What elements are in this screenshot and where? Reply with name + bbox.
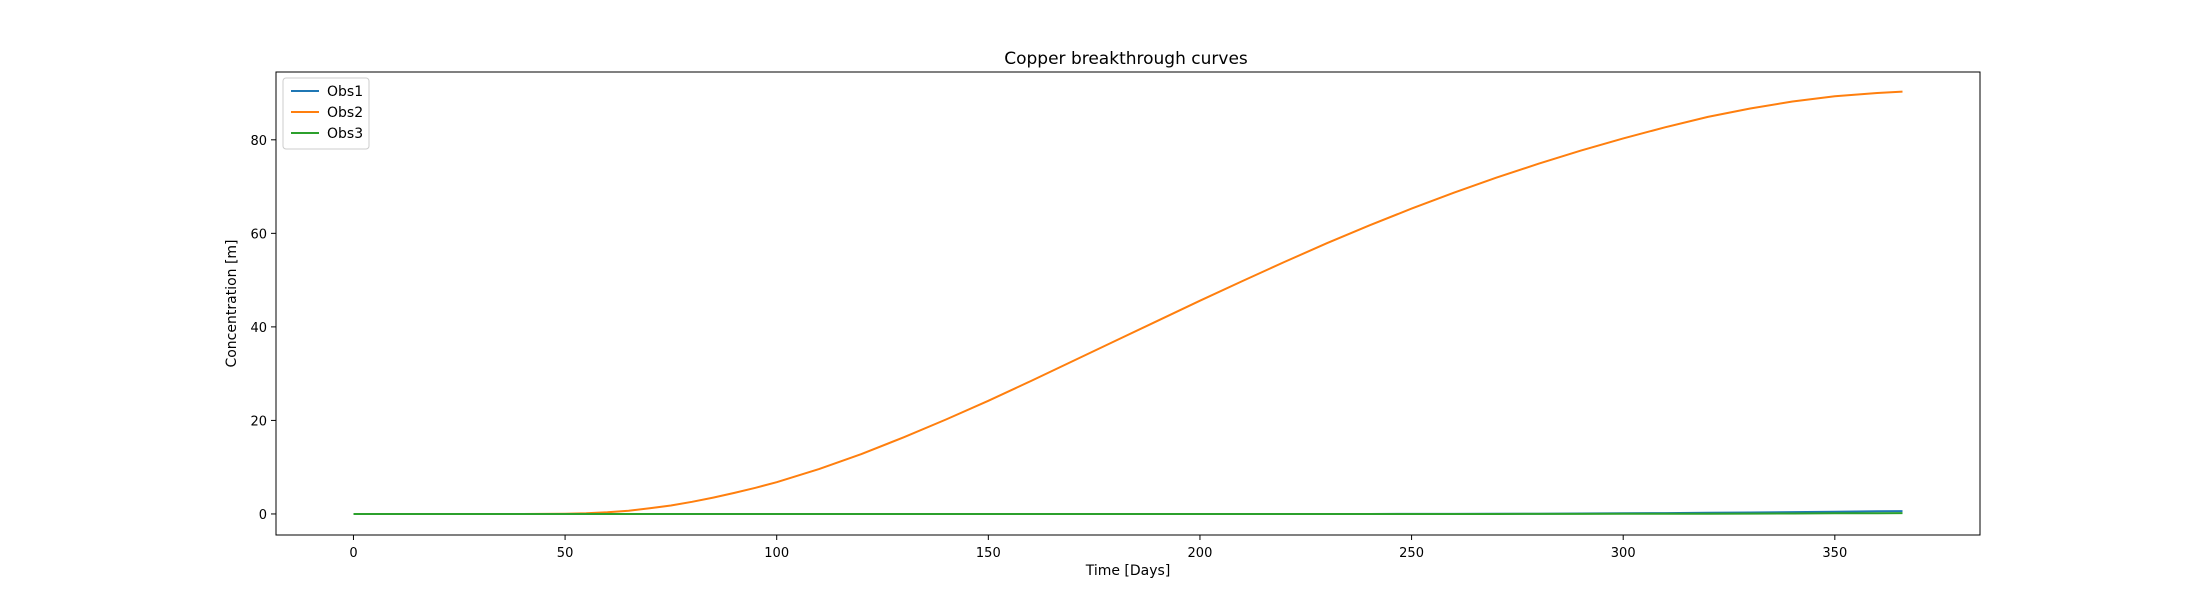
x-tick-label: 0 (349, 546, 357, 561)
y-tick-label: 80 (250, 134, 267, 149)
series-layer (353, 90, 1903, 515)
series-line-obs2 (353, 90, 1903, 515)
axes-frame (275, 71, 1981, 536)
legend-label-obs3: Obs3 (327, 126, 363, 142)
x-tick-label: 50 (557, 546, 574, 561)
y-tick-label: 60 (250, 227, 267, 242)
x-tick-label: 200 (1188, 546, 1213, 561)
legend-box (282, 77, 370, 150)
y-tick-label: 20 (250, 414, 267, 429)
series-line-obs3 (353, 512, 1903, 515)
x-tick-label: 150 (976, 546, 1001, 561)
x-axis: 0 50 100 150 200 250 300 350 (349, 535, 1847, 561)
legend-label-obs2: Obs2 (327, 105, 363, 121)
legend-label-obs1: Obs1 (327, 84, 363, 100)
plot-area (275, 71, 1981, 536)
legend: Obs1 Obs2 Obs3 (282, 77, 370, 150)
y-tick-label: 40 (250, 321, 267, 336)
y-tick-label: 0 (259, 508, 267, 523)
x-tick-label: 350 (1822, 546, 1847, 561)
y-axis: 0 20 40 60 80 (250, 134, 276, 523)
x-tick-label: 250 (1399, 546, 1424, 561)
x-tick-label: 100 (764, 546, 789, 561)
x-axis-label: Time [Days] (1085, 563, 1171, 579)
chart-title: Copper breakthrough curves (1004, 49, 1248, 69)
y-axis-label: Concentration [m] (224, 239, 240, 367)
x-tick-label: 300 (1611, 546, 1636, 561)
